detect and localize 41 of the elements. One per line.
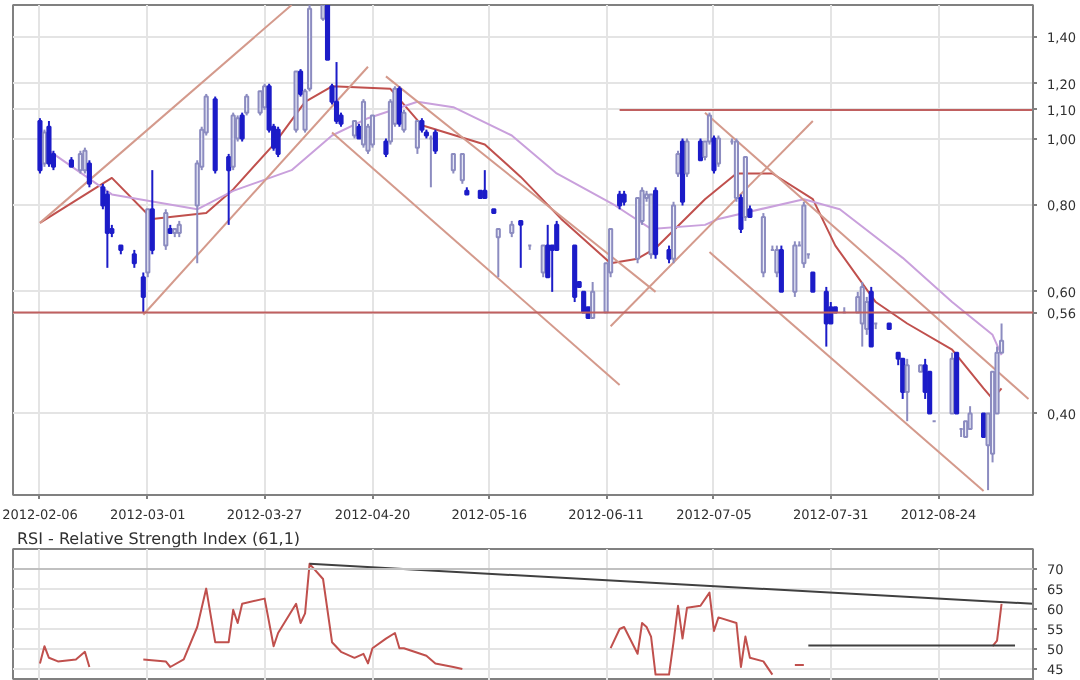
candlestick xyxy=(140,271,146,314)
candlestick xyxy=(432,128,438,155)
candlestick xyxy=(298,68,304,98)
chart-title: RSI - Relative Strength Index (61,1) xyxy=(17,530,301,548)
candlestick xyxy=(711,134,717,175)
candlestick xyxy=(333,61,340,125)
candlestick xyxy=(792,240,798,298)
candlestick xyxy=(967,405,973,430)
candlestick xyxy=(262,82,268,111)
candlestick xyxy=(774,244,780,279)
candlestick xyxy=(904,357,910,423)
candlestick xyxy=(554,219,560,251)
candlestick xyxy=(383,137,389,159)
candlestick xyxy=(369,114,376,149)
candlestick xyxy=(82,146,88,175)
candlestick xyxy=(981,412,987,438)
candlestick xyxy=(86,159,92,189)
candlestick xyxy=(226,152,232,226)
candlestick xyxy=(738,193,744,234)
candlestick xyxy=(482,169,488,200)
candlestick xyxy=(414,120,420,155)
candlestick xyxy=(715,134,722,168)
candlestick xyxy=(590,281,596,319)
candlestick xyxy=(684,137,690,178)
candlestick xyxy=(518,219,524,269)
candlestick xyxy=(617,189,623,211)
candlestick xyxy=(244,92,250,117)
candlestick xyxy=(810,271,816,293)
candlestick xyxy=(239,111,245,143)
candlestick xyxy=(495,227,501,279)
candlestick xyxy=(149,169,155,256)
candlestick xyxy=(459,152,465,185)
candlestick xyxy=(450,152,456,175)
candlestick xyxy=(401,108,407,134)
candlestick xyxy=(275,125,281,159)
candlestick xyxy=(778,244,784,293)
candlestick xyxy=(900,357,906,400)
candlestick xyxy=(163,208,169,251)
candlestick xyxy=(675,149,681,178)
candlestick xyxy=(396,85,402,128)
candlestick xyxy=(104,189,110,269)
